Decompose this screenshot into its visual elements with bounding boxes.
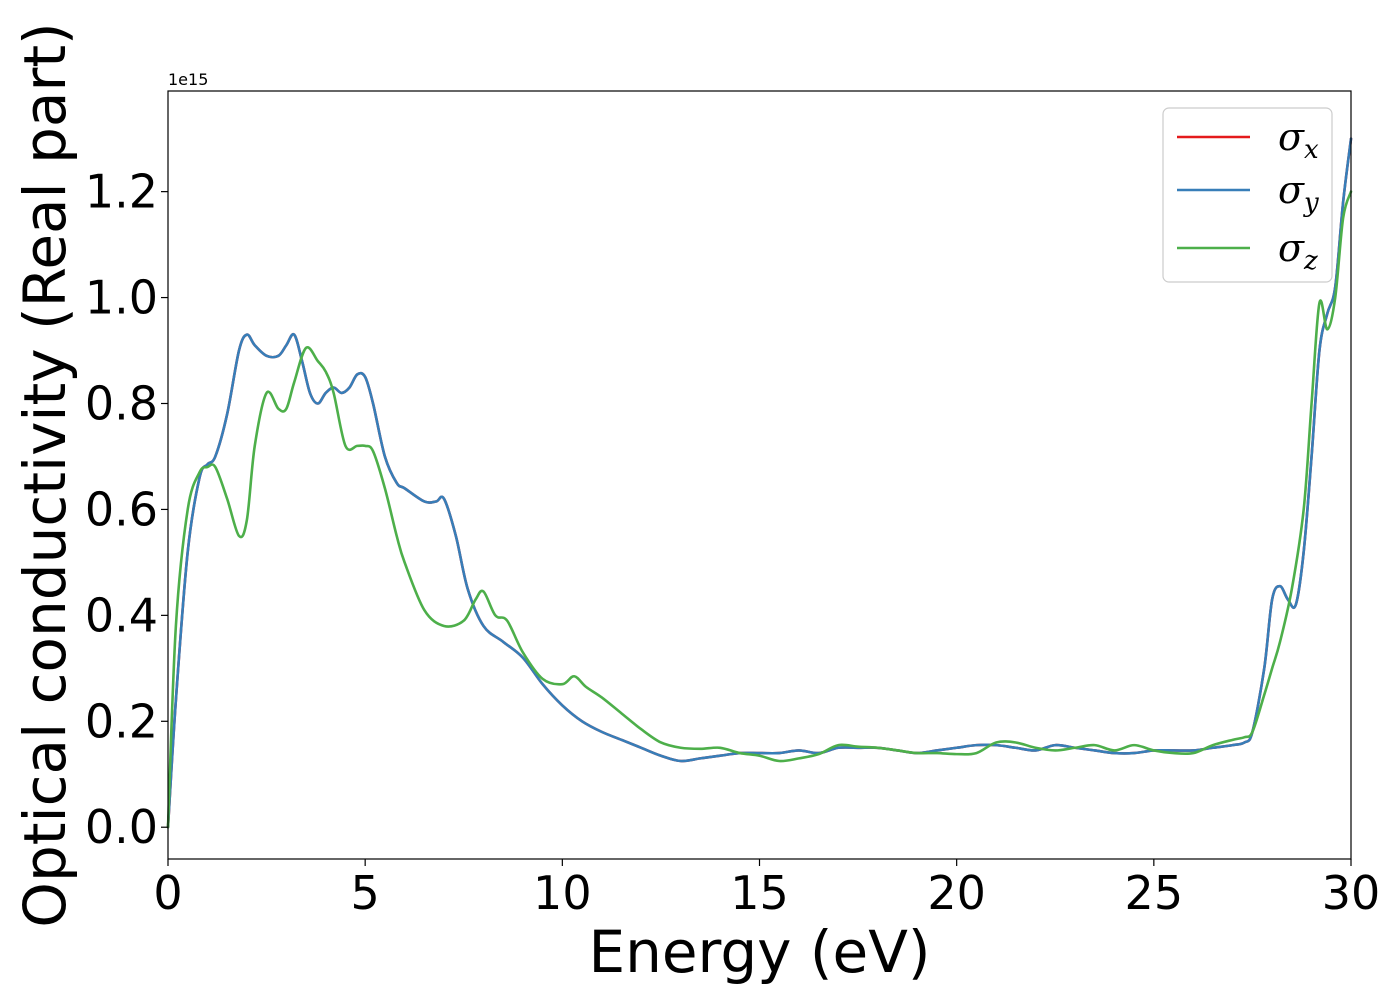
legend-label-y: σy — [1278, 168, 1319, 218]
legend-label-x: σx — [1278, 115, 1319, 165]
series-layer — [166, 137, 1353, 829]
x-tick-label: 0 — [153, 866, 182, 920]
x-axis: 0 5 10 15 20 25 30 — [153, 859, 1380, 920]
x-tick-label: 10 — [533, 866, 592, 920]
legend-symbol: σ — [1278, 115, 1305, 159]
y-offset-text: 1e15 — [168, 70, 208, 89]
y-tick-label: 0.6 — [85, 482, 158, 536]
x-tick-label: 15 — [730, 866, 789, 920]
x-axis-label: Energy (eV) — [588, 918, 930, 986]
x-tick-label: 25 — [1125, 866, 1184, 920]
legend-subscript: y — [1303, 188, 1319, 218]
y-tick-label: 1.2 — [85, 165, 158, 219]
legend-subscript: z — [1303, 246, 1318, 276]
legend-frame — [1162, 107, 1333, 283]
legend-label-z: σz — [1278, 226, 1318, 276]
x-tick-label: 30 — [1322, 866, 1381, 920]
x-tick-label: 20 — [927, 866, 986, 920]
y-tick-label: 1.0 — [85, 271, 158, 325]
y-tick-label: 0.0 — [85, 800, 158, 854]
series-line-z — [166, 190, 1353, 829]
legend-symbol: σ — [1278, 226, 1305, 270]
x-tick-label: 5 — [351, 866, 380, 920]
y-tick-label: 0.4 — [85, 588, 158, 642]
legend-symbol: σ — [1278, 168, 1305, 212]
y-tick-label: 0.8 — [85, 376, 158, 430]
series-line-y — [166, 137, 1353, 829]
legend-subscript: x — [1304, 135, 1319, 165]
y-tick-label: 0.2 — [85, 694, 158, 748]
y-axis: 0.0 0.2 0.4 0.6 0.8 1.0 1.2 — [85, 165, 168, 854]
y-axis-label: Optical conductivity (Real part) — [11, 22, 79, 927]
